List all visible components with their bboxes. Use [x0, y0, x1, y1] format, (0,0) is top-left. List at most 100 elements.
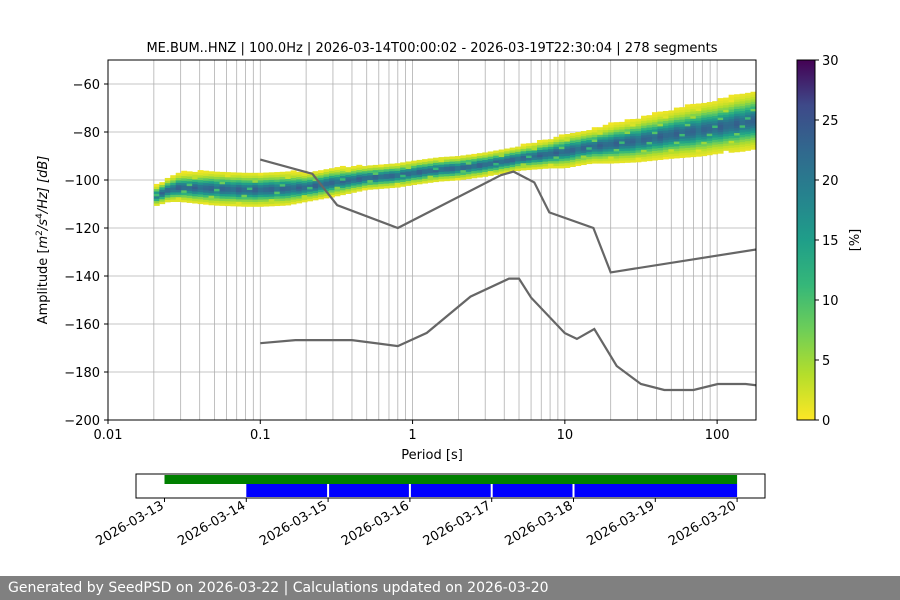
heatmap-cell [657, 147, 664, 151]
heatmap-cell [690, 130, 697, 134]
heatmap-cell [438, 157, 445, 160]
heatmap-cell [750, 144, 756, 148]
heatmap-cell [378, 174, 385, 177]
heatmap-cell [186, 185, 193, 189]
heatmap-cell [153, 188, 160, 192]
heatmap-cell [558, 153, 565, 157]
heatmap-cell [728, 142, 735, 146]
heatmap-cell [225, 184, 231, 187]
heatmap-cell [635, 154, 642, 158]
heatmap-cell [717, 100, 724, 104]
heatmap-cell [564, 148, 571, 152]
heatmap-cell [323, 183, 330, 187]
psd-segment-bar [574, 484, 738, 497]
heatmap-cell [192, 181, 199, 185]
heatmap-cell [723, 124, 730, 127]
heatmap-cell [372, 164, 379, 168]
heatmap-cell [651, 157, 658, 161]
heatmap-cell [619, 129, 626, 132]
heatmap-cell [542, 151, 549, 155]
heatmap-cell [241, 201, 248, 205]
heatmap-cell [651, 140, 658, 144]
heatmap-cell [547, 144, 554, 147]
heatmap-cell [487, 158, 494, 162]
heatmap-cell [739, 132, 746, 135]
heatmap-cell [745, 112, 751, 115]
heatmap-cell [569, 137, 576, 141]
heatmap-cell [164, 185, 171, 188]
heatmap-cell [367, 174, 374, 178]
heatmap-cell [608, 155, 615, 159]
heatmap-cell [438, 161, 445, 165]
heatmap-cell [394, 184, 401, 188]
heatmap-cell [482, 154, 489, 158]
heatmap-cell [235, 203, 242, 207]
heatmap-cell [487, 173, 494, 176]
heatmap-cell [504, 170, 511, 173]
heatmap-cell [619, 141, 626, 144]
noise-model-nhnm [260, 158, 756, 274]
heatmap-cell [509, 164, 516, 168]
heatmap-cell [515, 146, 522, 150]
heatmap-cell [712, 132, 719, 136]
heatmap-cell [734, 130, 740, 134]
heatmap-cell [405, 161, 412, 165]
heatmap-cell [389, 173, 396, 177]
heatmap-cell [318, 186, 324, 190]
psd-heatmap [153, 91, 756, 207]
timeline-date-label: 2026-03-15 [257, 498, 330, 549]
heatmap-cell [679, 150, 686, 154]
heatmap-cell [482, 174, 489, 177]
heatmap-cell [279, 191, 286, 194]
heatmap-cell [476, 157, 483, 161]
heatmap-cell [312, 190, 319, 194]
heatmap-cell [745, 104, 751, 108]
heatmap-cell [651, 138, 658, 142]
heatmap-cell [717, 117, 724, 121]
heatmap-cell [411, 163, 418, 166]
heatmap-cell [679, 116, 686, 120]
heatmap-cell [690, 149, 697, 153]
heatmap-cell [586, 146, 593, 150]
heatmap-cell [307, 184, 313, 187]
heatmap-cell [263, 191, 270, 195]
heatmap-cell [624, 145, 631, 149]
heatmap-cell [356, 167, 363, 171]
heatmap-cell [285, 188, 292, 192]
heatmap-cell [723, 114, 730, 118]
heatmap-cell [745, 138, 751, 142]
heatmap-cell [635, 145, 642, 148]
heatmap-cell [717, 141, 724, 145]
heatmap-cell [493, 169, 500, 173]
heatmap-cell [186, 195, 193, 199]
y-tick-label: −100 [64, 174, 100, 189]
heatmap-cell [296, 193, 303, 197]
heatmap-cell [602, 146, 609, 150]
heatmap-cell [498, 156, 505, 160]
heatmap-cell [471, 168, 478, 172]
heatmap-cell [624, 143, 631, 147]
heatmap-cell [394, 172, 401, 176]
heatmap-cell [657, 116, 664, 120]
heatmap-cell [526, 148, 532, 151]
heatmap-cell [624, 138, 631, 142]
heatmap-cell [613, 138, 620, 142]
heatmap-cell [608, 141, 615, 145]
heatmap-cell [279, 174, 286, 178]
heatmap-cell [641, 154, 647, 157]
heatmap-cell [591, 141, 598, 145]
heatmap-cell [504, 167, 511, 171]
heatmap-cell [662, 146, 669, 150]
heatmap-cell [246, 204, 253, 207]
heatmap-cell [526, 143, 532, 147]
heatmap-cell [159, 201, 166, 205]
heatmap-cell [728, 147, 735, 151]
heatmap-cell [290, 187, 297, 191]
heatmap-cell [745, 116, 751, 120]
y-tick-label: −160 [64, 318, 100, 333]
colorbar-tick-label: 25 [822, 114, 839, 129]
heatmap-cell [739, 120, 746, 123]
heatmap-cell [504, 162, 511, 166]
heatmap-cell [356, 172, 363, 175]
heatmap-cell [471, 158, 478, 162]
